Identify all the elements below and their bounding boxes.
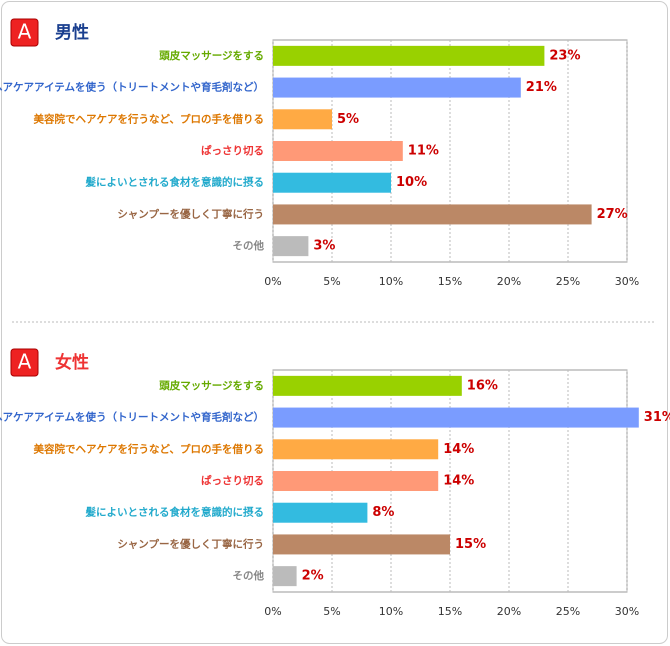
category-label: 髪によいとされる食材を意識的に摂る [85,176,265,189]
x-tick-label: 15% [438,275,462,288]
bar [273,109,332,130]
x-tick-label: 30% [615,605,639,618]
bar [273,502,368,523]
bar [273,45,545,66]
value-label: 3% [313,239,335,254]
chart-title: 女性 [55,352,89,373]
badge-box [10,348,39,377]
x-tick-label: 5% [323,275,340,288]
category-label: シャンプーを優しく丁寧に行う [117,537,264,550]
category-label: 頭皮マッサージをする [159,379,264,392]
bar [273,375,462,396]
bar [273,534,450,555]
bar [273,236,309,257]
x-tick-label: 10% [379,275,403,288]
value-label: 14% [443,442,474,457]
x-tick-label: 25% [556,275,580,288]
badge-box [10,18,39,47]
category-label: 髪によいとされる食材を意識的に摂る [85,506,265,519]
value-label: 10% [396,175,427,190]
bar [273,407,639,428]
category-label: その他 [233,239,265,252]
category-label: ぱっさり切る [201,144,264,157]
value-label: 14% [443,474,474,489]
bar [273,141,403,161]
value-label: 11% [408,144,439,159]
value-label: 16% [467,378,498,393]
value-label: 2% [302,569,324,584]
value-label: 8% [372,505,394,520]
badge: A [18,20,32,44]
x-tick-label: 20% [497,275,521,288]
value-label: 23% [549,48,580,63]
bar [273,439,439,460]
category-label: ヘアケアアイテムを使う（トリートメントや育毛剤など） [0,81,264,94]
bar [273,172,391,193]
x-tick-label: 15% [438,605,462,618]
x-tick-label: 30% [615,275,639,288]
x-tick-label: 10% [379,605,403,618]
bar [273,471,439,491]
value-label: 27% [597,207,628,222]
chart-title: 男性 [55,22,89,43]
category-label: 頭皮マッサージをする [159,49,264,62]
value-label: 31% [644,410,670,425]
x-tick-label: 5% [323,605,340,618]
value-label: 15% [455,537,486,552]
badge: A [18,350,32,374]
category-label: ヘアケアアイテムを使う（トリートメントや育毛剤など） [0,411,264,424]
bar [273,204,592,225]
bar [273,77,521,98]
category-label: シャンプーを優しく丁寧に行う [117,207,264,220]
category-label: 美容院でヘアケアを行うなど、プロの手を借りる [34,442,264,455]
x-tick-label: 25% [556,605,580,618]
value-label: 5% [337,112,359,127]
x-tick-label: 20% [497,605,521,618]
value-label: 21% [526,80,557,95]
bar [273,566,297,587]
category-label: 美容院でヘアケアを行うなど、プロの手を借りる [34,112,264,125]
x-tick-label: 0% [264,605,281,618]
x-tick-label: 0% [264,275,281,288]
category-label: その他 [233,569,265,582]
category-label: ぱっさり切る [201,474,264,487]
